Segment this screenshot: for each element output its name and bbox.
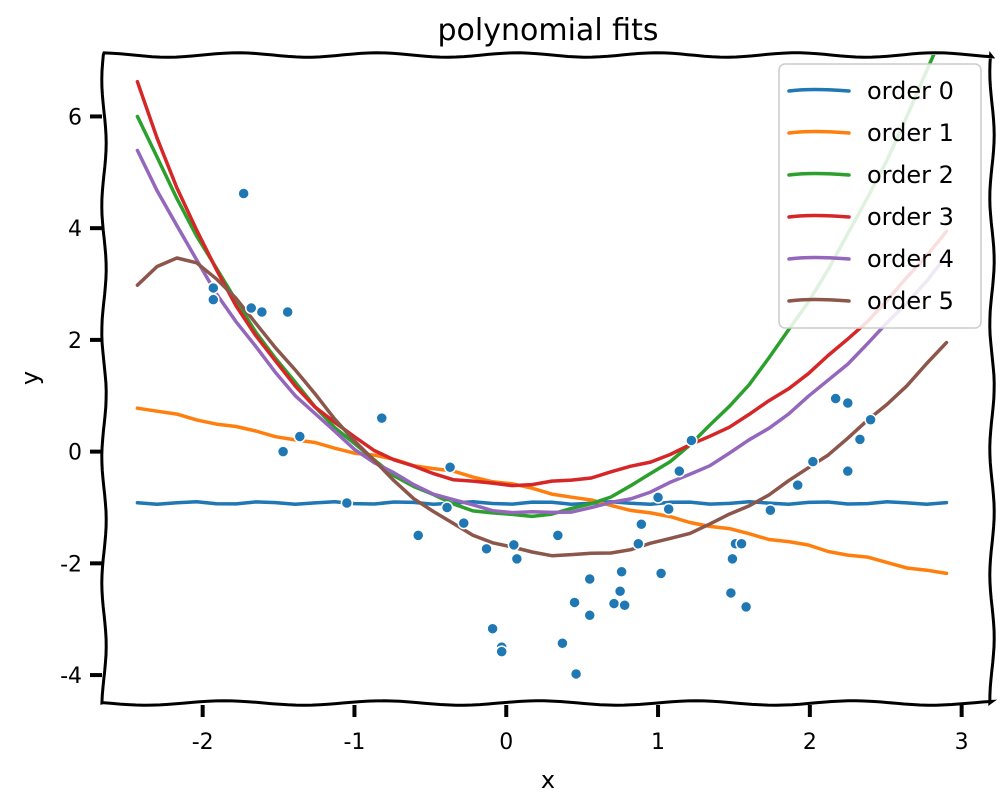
data-point	[583, 572, 596, 586]
data-point	[569, 667, 583, 681]
data-point	[207, 281, 220, 295]
x-tick-label: 2	[803, 730, 817, 755]
legend-label: order 2	[867, 161, 954, 189]
data-point	[276, 445, 290, 458]
data-point	[651, 491, 665, 504]
x-axis-label: x	[541, 766, 555, 794]
data-point	[486, 622, 499, 635]
data-point	[864, 413, 877, 427]
x-tick-label: -1	[343, 730, 365, 755]
data-point	[618, 598, 631, 612]
plot-frame	[100, 51, 998, 707]
data-point	[764, 504, 777, 517]
data-point	[841, 396, 855, 410]
data-point	[340, 496, 354, 510]
data-point	[507, 538, 521, 552]
data-point	[673, 464, 686, 478]
chart-title: polynomial fits	[438, 13, 659, 48]
data-point	[480, 542, 493, 556]
legend-box	[778, 63, 982, 329]
legend-label: order 3	[867, 203, 954, 231]
series-line-order-3	[135, 79, 949, 488]
data-point	[457, 516, 471, 530]
x-tick-label: 3	[955, 730, 969, 755]
data-point	[724, 586, 738, 600]
plot-area	[135, 55, 949, 681]
data-point	[607, 597, 621, 610]
data-point	[551, 529, 565, 542]
data-point	[613, 585, 627, 598]
y-axis-label: y	[16, 371, 44, 385]
data-point	[829, 392, 842, 405]
data-point	[685, 434, 698, 447]
data-point	[568, 596, 581, 609]
x-tick-label: -2	[192, 730, 214, 755]
data-point	[440, 501, 454, 514]
data-point	[791, 478, 804, 492]
data-point	[556, 636, 569, 650]
data-point	[510, 552, 524, 566]
legend-swatch	[787, 129, 851, 135]
legend: order 0 order 1 order 2 order 3 order 4 order…	[778, 63, 982, 329]
data-point	[735, 537, 748, 551]
data-point	[443, 461, 457, 474]
y-tick-label: 6	[68, 105, 82, 130]
data-point	[255, 305, 269, 319]
y-tick-label: -2	[60, 552, 82, 577]
legend-label: order 0	[867, 77, 954, 105]
data-point	[726, 552, 739, 566]
data-point	[853, 433, 867, 446]
data-point	[244, 301, 258, 315]
y-tick-label: -4	[60, 664, 82, 689]
data-point	[411, 529, 425, 542]
data-point	[237, 187, 250, 200]
data-point	[635, 517, 648, 531]
data-point	[806, 455, 820, 468]
legend-swatch	[787, 255, 851, 261]
data-point	[615, 565, 628, 578]
legend-label: order 5	[867, 287, 954, 315]
x-tick-label: 0	[499, 730, 513, 755]
legend-label: order 1	[867, 119, 954, 147]
x-tick-label: 1	[651, 730, 665, 755]
y-tick-label: 4	[68, 217, 82, 242]
data-point	[281, 305, 294, 319]
data-point	[654, 567, 668, 580]
legend-swatch	[787, 87, 851, 93]
data-point	[632, 537, 645, 551]
series-line-order-0	[135, 499, 949, 507]
legend-swatch	[787, 213, 851, 219]
data-point	[293, 430, 307, 443]
legend-label: order 4	[867, 245, 954, 273]
data-point	[495, 645, 508, 658]
legend-swatch	[787, 171, 851, 177]
axis-ticks: -2 -1 0 1 2 3 -4 -2 0 2 4 6	[60, 105, 969, 755]
data-point	[841, 464, 855, 478]
series-line-order-4	[135, 148, 949, 515]
legend-swatch	[787, 297, 851, 303]
y-tick-label: 2	[68, 329, 82, 354]
data-point	[739, 600, 753, 614]
data-point	[207, 293, 220, 306]
data-point	[662, 502, 675, 516]
data-point	[583, 609, 596, 622]
data-point	[375, 411, 389, 425]
y-tick-label: 0	[68, 441, 82, 466]
series-line-order-1	[135, 406, 949, 576]
